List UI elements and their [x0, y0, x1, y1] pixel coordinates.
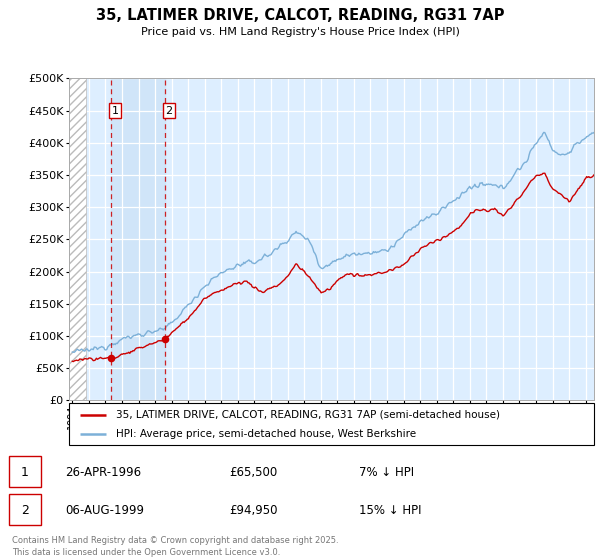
- FancyBboxPatch shape: [9, 456, 41, 487]
- Text: HPI: Average price, semi-detached house, West Berkshire: HPI: Average price, semi-detached house,…: [116, 429, 416, 439]
- Text: £65,500: £65,500: [229, 466, 278, 479]
- FancyBboxPatch shape: [69, 403, 594, 445]
- Bar: [111, 78, 165, 400]
- Text: 1: 1: [21, 466, 29, 479]
- Text: Contains HM Land Registry data © Crown copyright and database right 2025.
This d: Contains HM Land Registry data © Crown c…: [12, 536, 338, 557]
- Text: 2: 2: [21, 503, 29, 516]
- Text: 1: 1: [112, 106, 118, 115]
- Text: £94,950: £94,950: [229, 503, 278, 516]
- Text: 26-APR-1996: 26-APR-1996: [65, 466, 141, 479]
- Text: Price paid vs. HM Land Registry's House Price Index (HPI): Price paid vs. HM Land Registry's House …: [140, 27, 460, 37]
- Text: 7% ↓ HPI: 7% ↓ HPI: [359, 466, 414, 479]
- Text: 15% ↓ HPI: 15% ↓ HPI: [359, 503, 421, 516]
- FancyBboxPatch shape: [9, 494, 41, 525]
- Text: 06-AUG-1999: 06-AUG-1999: [65, 503, 144, 516]
- Text: 2: 2: [166, 106, 173, 115]
- Text: 35, LATIMER DRIVE, CALCOT, READING, RG31 7AP: 35, LATIMER DRIVE, CALCOT, READING, RG31…: [96, 8, 504, 24]
- Text: 35, LATIMER DRIVE, CALCOT, READING, RG31 7AP (semi-detached house): 35, LATIMER DRIVE, CALCOT, READING, RG31…: [116, 409, 500, 419]
